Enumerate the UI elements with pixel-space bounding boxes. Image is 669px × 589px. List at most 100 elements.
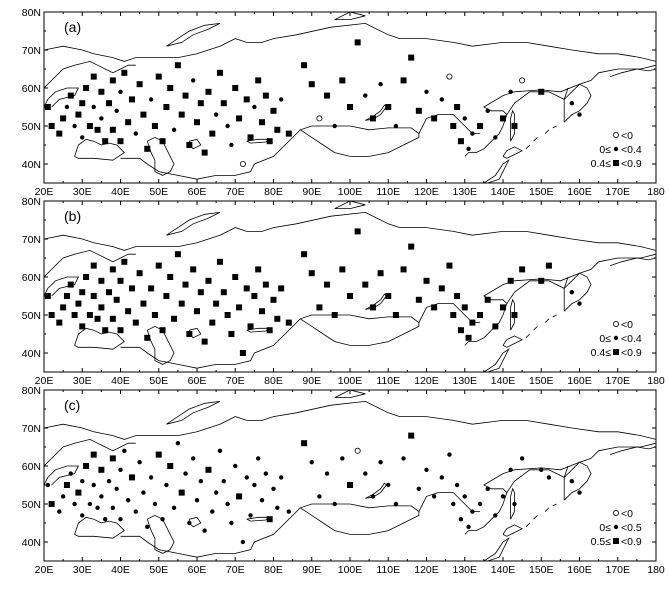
- stations: [44, 228, 582, 356]
- coastline: [44, 438, 136, 467]
- coastline: [166, 401, 221, 425]
- station-square: [83, 274, 90, 280]
- station-circle: [99, 116, 104, 121]
- station-square: [450, 123, 457, 129]
- station-square: [190, 266, 197, 273]
- station-square: [79, 100, 86, 107]
- station-circle: [225, 123, 230, 129]
- station-circle: [439, 475, 444, 480]
- station-circle: [106, 479, 112, 484]
- station-square: [216, 69, 223, 76]
- coastline: [563, 272, 592, 312]
- station-square: [385, 293, 392, 299]
- station-circle: [370, 494, 376, 499]
- station-square: [63, 293, 70, 299]
- coastline: [502, 146, 523, 159]
- coastline: [166, 212, 221, 236]
- x-tick-label: 50E: [149, 375, 168, 387]
- station-square: [75, 489, 82, 496]
- legend-prefix: 0.4≤: [591, 158, 612, 170]
- station-square: [500, 115, 506, 122]
- station-circle: [256, 456, 261, 461]
- station-square: [186, 331, 193, 337]
- station-square: [79, 323, 86, 330]
- station-square: [362, 281, 369, 288]
- station-square: [67, 281, 74, 288]
- station-square: [285, 130, 292, 137]
- station-square: [151, 312, 158, 318]
- station-square: [415, 107, 422, 114]
- coastline: [525, 522, 531, 528]
- x-tick-label: 60E: [188, 375, 207, 387]
- x-tick-label: 40E: [111, 186, 130, 198]
- x-tick-label: 140E: [491, 375, 516, 387]
- station-circle: [45, 482, 51, 488]
- coastline: [552, 125, 557, 129]
- coastline: [482, 537, 510, 561]
- station-square: [197, 289, 204, 296]
- station-square: [205, 466, 212, 473]
- coastline: [609, 68, 656, 77]
- station-square: [182, 281, 189, 288]
- station-square: [247, 323, 254, 330]
- station-circle: [103, 517, 108, 522]
- station-circle: [229, 520, 234, 526]
- station-square: [117, 138, 124, 145]
- x-tick-label: 100E: [338, 564, 363, 576]
- station-circle: [213, 112, 219, 117]
- x-tick-label: 110E: [376, 186, 400, 198]
- station-circle: [60, 494, 66, 499]
- station-square: [155, 451, 162, 458]
- station-square: [44, 293, 51, 299]
- stations: [44, 39, 582, 167]
- station-square: [90, 293, 97, 299]
- station-square: [369, 304, 376, 311]
- station-square: [385, 104, 392, 110]
- coastline: [44, 249, 136, 278]
- station-circle: [271, 486, 276, 491]
- station-square: [90, 262, 97, 269]
- station-circle: [259, 498, 265, 503]
- station-square: [109, 126, 116, 133]
- x-tick-label: 60E: [188, 564, 207, 576]
- station-circle: [160, 517, 165, 522]
- station-square: [94, 126, 101, 133]
- legend-label: <0.9: [621, 158, 642, 170]
- station-square: [94, 315, 101, 322]
- station-circle: [64, 104, 70, 110]
- coastline: [525, 333, 531, 339]
- station-square: [125, 308, 132, 315]
- station-square: [538, 277, 545, 284]
- station-square: [125, 119, 132, 126]
- station-circle: [68, 471, 73, 476]
- station-circle: [454, 482, 460, 488]
- station-square: [308, 270, 315, 277]
- station-square: [140, 300, 147, 307]
- station-square: [159, 138, 166, 145]
- x-tick-label: 100E: [338, 186, 363, 198]
- station-square: [128, 474, 135, 481]
- panel-label: (a): [64, 19, 81, 35]
- station-open-circle: [446, 73, 453, 80]
- station-square: [400, 266, 407, 273]
- station-square: [285, 319, 292, 326]
- station-circle: [477, 501, 483, 507]
- coastline: [334, 12, 366, 20]
- station-square: [167, 274, 174, 280]
- station-open-circle: [316, 115, 323, 122]
- station-circle: [493, 513, 498, 518]
- x-tick-label: 160E: [567, 186, 592, 198]
- station-square: [201, 338, 208, 345]
- station-circle: [148, 475, 154, 480]
- station-circle: [577, 112, 582, 117]
- station-circle: [278, 475, 284, 480]
- coastline: [563, 83, 592, 123]
- coastline: [44, 22, 656, 62]
- station-square: [98, 304, 105, 311]
- coastline: [365, 482, 387, 499]
- coastline: [74, 327, 125, 350]
- station-square: [75, 111, 82, 118]
- station-square: [243, 96, 250, 103]
- station-square: [163, 293, 170, 299]
- coastline: [334, 201, 366, 209]
